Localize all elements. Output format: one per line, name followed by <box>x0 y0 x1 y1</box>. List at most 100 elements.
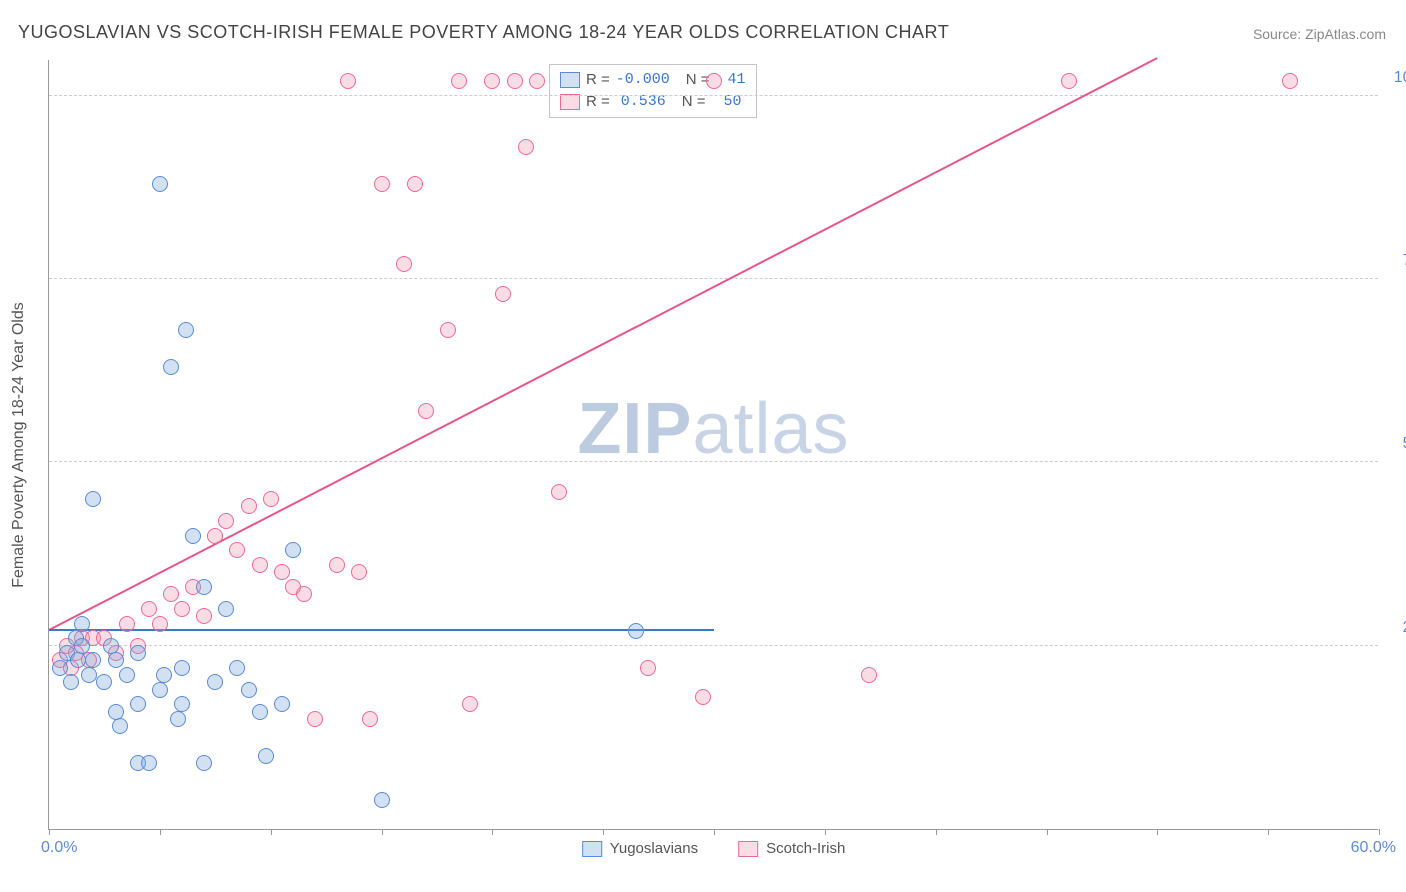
x-tick <box>1047 829 1048 835</box>
data-point-pink <box>241 498 257 514</box>
watermark-bold: ZIP <box>577 389 692 469</box>
data-point-pink <box>218 513 234 529</box>
data-point-pink <box>861 667 877 683</box>
gridline-h <box>49 95 1378 96</box>
data-point-pink <box>507 73 523 89</box>
data-point-blue <box>85 491 101 507</box>
x-tick <box>49 829 50 835</box>
data-point-blue <box>374 792 390 808</box>
data-point-pink <box>152 616 168 632</box>
data-point-blue <box>252 704 268 720</box>
data-point-pink <box>296 586 312 602</box>
trend-line-blue <box>49 629 714 631</box>
data-point-blue <box>185 528 201 544</box>
x-tick <box>603 829 604 835</box>
legend-label-blue: Yugoslavians <box>610 840 698 857</box>
data-point-blue <box>130 645 146 661</box>
data-point-blue <box>285 542 301 558</box>
x-tick <box>160 829 161 835</box>
series-legend: Yugoslavians Scotch-Irish <box>582 840 846 857</box>
swatch-pink-icon <box>738 841 758 857</box>
data-point-pink <box>640 660 656 676</box>
x-tick <box>1379 829 1380 835</box>
x-tick <box>271 829 272 835</box>
data-point-pink <box>451 73 467 89</box>
data-point-pink <box>263 491 279 507</box>
r-value-blue: -0.000 <box>616 69 670 91</box>
chart-title: YUGOSLAVIAN VS SCOTCH-IRISH FEMALE POVER… <box>18 22 949 43</box>
data-point-pink <box>407 176 423 192</box>
x-tick <box>382 829 383 835</box>
data-point-blue <box>81 667 97 683</box>
correlation-legend: R = -0.000 N = 41 R = 0.536 N = 50 <box>549 64 757 118</box>
data-point-pink <box>529 73 545 89</box>
data-point-pink <box>340 73 356 89</box>
data-point-pink <box>163 586 179 602</box>
x-tick-label-max: 60.0% <box>1351 839 1396 857</box>
x-tick <box>1157 829 1158 835</box>
source-attribution: Source: ZipAtlas.com <box>1253 26 1386 42</box>
data-point-pink <box>440 322 456 338</box>
data-point-blue <box>196 755 212 771</box>
data-point-blue <box>70 652 86 668</box>
x-tick <box>492 829 493 835</box>
gridline-h <box>49 645 1378 646</box>
data-point-blue <box>141 755 157 771</box>
data-point-pink <box>462 696 478 712</box>
y-tick-label: 50.0% <box>1403 435 1406 453</box>
legend-item-blue: Yugoslavians <box>582 840 698 857</box>
watermark: ZIPatlas <box>577 388 849 470</box>
legend-item-pink: Scotch-Irish <box>738 840 845 857</box>
data-point-pink <box>207 528 223 544</box>
legend-label-pink: Scotch-Irish <box>766 840 845 857</box>
data-point-pink <box>706 73 722 89</box>
y-tick-label: 25.0% <box>1403 619 1406 637</box>
y-tick-label: 100.0% <box>1394 69 1406 87</box>
data-point-pink <box>484 73 500 89</box>
data-point-pink <box>418 403 434 419</box>
watermark-light: atlas <box>692 389 849 469</box>
data-point-blue <box>174 660 190 676</box>
data-point-blue <box>52 660 68 676</box>
data-point-pink <box>1061 73 1077 89</box>
trend-line-pink <box>49 57 1158 631</box>
data-point-pink <box>695 689 711 705</box>
data-point-blue <box>156 667 172 683</box>
data-point-pink <box>362 711 378 727</box>
data-point-pink <box>307 711 323 727</box>
gridline-h <box>49 278 1378 279</box>
swatch-blue-icon <box>560 72 580 88</box>
data-point-pink <box>351 564 367 580</box>
data-point-blue <box>74 638 90 654</box>
data-point-blue <box>108 652 124 668</box>
data-point-blue <box>119 667 135 683</box>
data-point-pink <box>396 256 412 272</box>
data-point-pink <box>374 176 390 192</box>
data-point-blue <box>229 660 245 676</box>
data-point-pink <box>119 616 135 632</box>
swatch-blue-icon <box>582 841 602 857</box>
data-point-pink <box>252 557 268 573</box>
data-point-pink <box>518 139 534 155</box>
data-point-blue <box>274 696 290 712</box>
y-tick-label: 75.0% <box>1403 252 1406 270</box>
data-point-blue <box>85 652 101 668</box>
x-tick <box>1268 829 1269 835</box>
data-point-blue <box>628 623 644 639</box>
data-point-blue <box>152 682 168 698</box>
data-point-pink <box>495 286 511 302</box>
data-point-blue <box>152 176 168 192</box>
data-point-blue <box>74 616 90 632</box>
data-point-blue <box>63 674 79 690</box>
data-point-blue <box>112 718 128 734</box>
data-point-blue <box>108 704 124 720</box>
data-point-blue <box>103 638 119 654</box>
data-point-pink <box>229 542 245 558</box>
x-tick-label-min: 0.0% <box>41 839 77 857</box>
swatch-pink-icon <box>560 94 580 110</box>
x-tick <box>936 829 937 835</box>
data-point-blue <box>174 696 190 712</box>
data-point-blue <box>96 674 112 690</box>
data-point-pink <box>274 564 290 580</box>
plot-area: Female Poverty Among 18-24 Year Olds ZIP… <box>48 60 1378 830</box>
